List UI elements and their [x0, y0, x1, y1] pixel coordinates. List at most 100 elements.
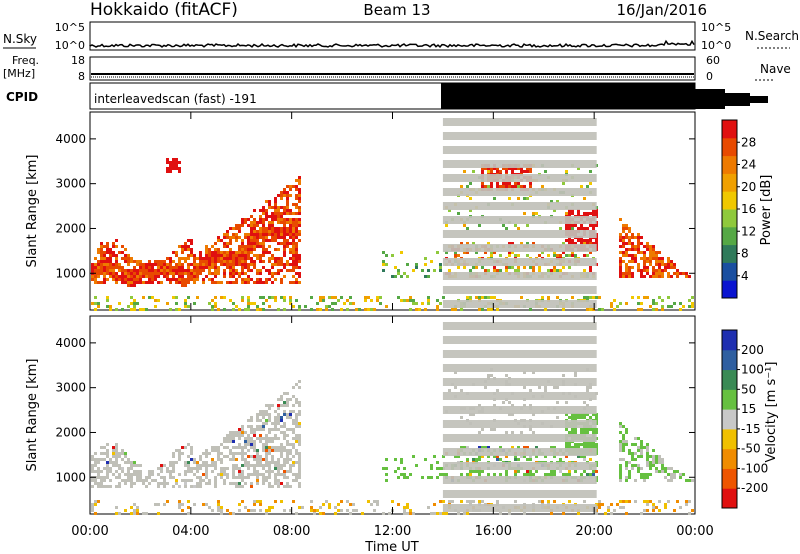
freq-strip: Freq. [MHz] 18 8 60 0 Nave [3, 54, 791, 83]
nsearch-label: N.Search [745, 29, 799, 43]
cpid-fill [441, 83, 768, 109]
colorbar-tick: 15 [741, 402, 756, 416]
scan-stripe [442, 244, 597, 252]
ytick-label: 3000 [55, 177, 86, 191]
colorbar-swatch [722, 369, 737, 390]
scan-stripe [442, 174, 597, 182]
scan-stripe [442, 336, 597, 344]
xtick-label: 12:00 [374, 524, 411, 539]
scan-stripe [442, 146, 597, 154]
xtick-label: 00:00 [676, 524, 713, 539]
colorbar-swatch [722, 448, 737, 469]
cpid-text: interleavedscan (fast) -191 [94, 92, 257, 106]
ytick-label: 2000 [55, 425, 86, 439]
nave-tick-top: 60 [706, 54, 720, 67]
cpid-label: CPID [6, 90, 38, 104]
scan-stripe [442, 364, 597, 372]
colorbar-swatch [722, 226, 737, 246]
colorbar-swatch [722, 173, 737, 192]
scan-stripe [442, 406, 597, 414]
colorbar-tick: 200 [741, 343, 764, 357]
scan-stripe [442, 490, 597, 498]
cpid-strip: CPID interleavedscan (fast) -191 [6, 82, 768, 110]
scan-stripe [442, 378, 597, 386]
colorbar-swatch [722, 191, 737, 210]
colorbar-swatch [722, 488, 737, 509]
scan-stripe [442, 462, 597, 470]
scan-stripe [442, 118, 597, 126]
scan-stripe [442, 392, 597, 400]
scan-stripe [442, 202, 597, 210]
station-title: Hokkaido (fitACF) [90, 0, 238, 20]
scan-stripe [442, 322, 597, 330]
scan-stripe [442, 160, 597, 168]
xtick-label: 00:00 [71, 524, 108, 539]
freq-unit: [MHz] [3, 67, 35, 80]
xtick-label: 16:00 [475, 524, 512, 539]
nsky-tick-top: 10^5 [55, 21, 85, 34]
scan-stripe [442, 504, 597, 512]
colorbar-tick: -50 [741, 442, 761, 456]
colorbar-tick: -100 [741, 461, 768, 475]
scan-stripe [442, 448, 597, 456]
velocity-panel: Slant Range [km] 1000 2000 3000 4000 [25, 315, 696, 515]
xtick-label: 20:00 [575, 524, 612, 539]
colorbar-swatch [722, 468, 737, 489]
nave-label: Nave [760, 62, 791, 76]
time-axis: 00:00 04:00 08:00 12:00 16:00 20:00 00:00 [71, 112, 714, 539]
colorbar-swatch [722, 330, 737, 351]
colorbar-tick: 4 [741, 269, 749, 283]
colorbar-tick: 20 [741, 180, 756, 194]
colorbar-swatch [722, 137, 737, 157]
power-ylabel: Slant Range [km] [25, 155, 40, 268]
colorbar-tick: 28 [741, 135, 756, 149]
power-colorbar: 4 8 12 16 20 24 28 [721, 119, 756, 299]
nave-tick-bottom: 0 [706, 70, 713, 83]
ytick-label: 1000 [55, 266, 86, 280]
scan-stripe [442, 258, 597, 266]
colorbar-swatch [722, 209, 737, 228]
colorbar-tick: 8 [741, 247, 749, 261]
colorbar-tick: 24 [741, 158, 756, 172]
colorbar-swatch [722, 155, 737, 174]
colorbar-swatch [722, 349, 737, 371]
scan-stripe [442, 216, 597, 224]
colorbar-tick: 16 [741, 202, 756, 216]
ytick-label: 4000 [55, 336, 86, 350]
beam-title: Beam 13 [363, 1, 430, 19]
colorbar-swatch [722, 428, 737, 450]
ytick-label: 4000 [55, 132, 86, 146]
scan-stripe [442, 188, 597, 196]
colorbar-swatch [722, 280, 737, 299]
scan-stripe [442, 272, 597, 280]
nsky-label: N.Sky [3, 32, 37, 46]
nsky-tick-bottom: 10^0 [55, 39, 85, 52]
colorbar-tick: -15 [741, 422, 761, 436]
freq-label: Freq. [12, 54, 39, 67]
scan-stripe [442, 476, 597, 484]
ytick-label: 3000 [55, 381, 86, 395]
power-colorbar-label: Power [dB] [759, 175, 774, 246]
xtick-label: 08:00 [273, 524, 310, 539]
scan-stripe [442, 434, 597, 442]
colorbar-swatch [722, 244, 737, 263]
velocity-colorbar: -200 -100 -50 -15 15 50 100 200 [721, 329, 768, 509]
colorbar-swatch [722, 389, 737, 410]
time-axis-label: Time UT [364, 540, 418, 554]
colorbar-swatch [722, 262, 737, 281]
colorbar-swatch [722, 120, 737, 139]
velocity-ylabel: Slant Range [km] [25, 359, 40, 472]
scan-stripe [442, 300, 597, 308]
colorbar-tick: -200 [741, 481, 768, 495]
colorbar-tick: 12 [741, 224, 756, 238]
freq-tick-top: 18 [71, 54, 85, 67]
velocity-colorbar-label: Velocity [m s⁻¹] [764, 362, 779, 463]
ytick-label: 1000 [55, 470, 86, 484]
colorbar-swatch [722, 409, 737, 430]
scan-stripe [442, 286, 597, 294]
colorbar-tick: 50 [741, 382, 756, 396]
scan-stripe [442, 350, 597, 358]
freq-tick-bottom: 8 [78, 70, 85, 83]
scan-stripe [442, 420, 597, 428]
